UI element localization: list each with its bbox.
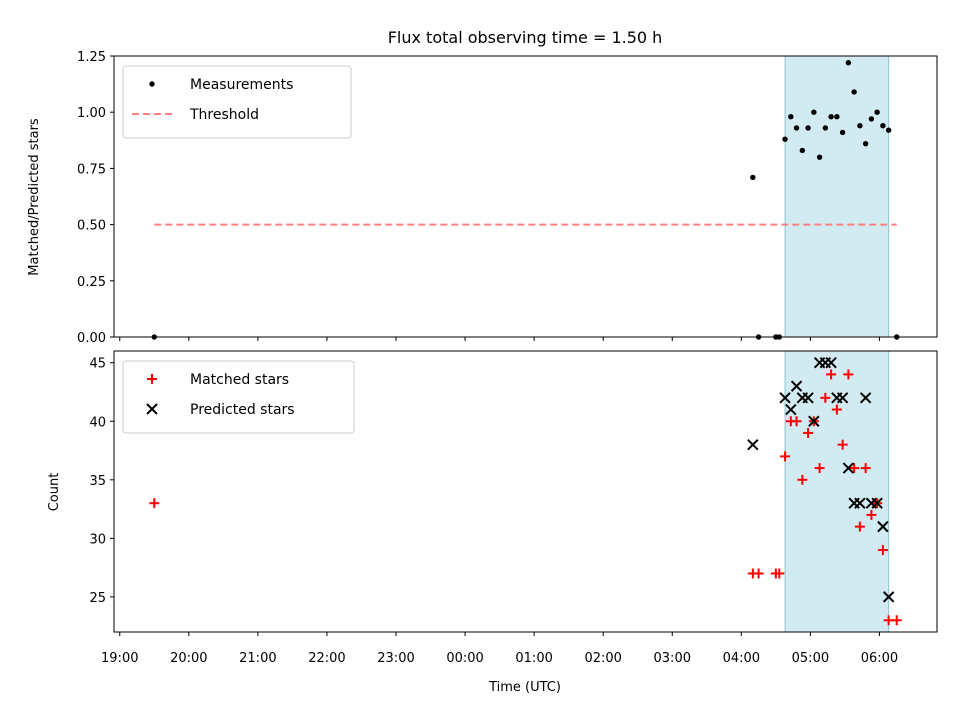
predicted-marker-b (882, 591, 895, 603)
y-tick-label: 0.75 (77, 162, 106, 177)
measurement-point (799, 147, 806, 154)
legend-box (122, 65, 352, 139)
measurement-point (822, 125, 829, 131)
y-tick-label: 25 (89, 591, 106, 606)
x-tick-label: 06:00 (861, 651, 898, 666)
measurement-point (868, 116, 875, 122)
measurement-point (874, 109, 880, 115)
measurement-point (857, 122, 863, 129)
observing-span (784, 55, 890, 338)
measurement-point (793, 125, 800, 131)
y-tick-label: 45 (89, 357, 106, 372)
measurement-point (782, 136, 788, 142)
predicted-marker-b (859, 392, 872, 404)
axes-frame (113, 350, 938, 633)
y-tick-label: 0.50 (77, 219, 106, 234)
predicted-marker-b (842, 462, 855, 474)
observing-span (784, 350, 890, 633)
legend: Matched stars Predicted stars (122, 360, 355, 434)
x-tick-label: 05:00 (792, 651, 829, 666)
x-tick-label: 22:00 (308, 651, 345, 666)
measurement-point (834, 113, 840, 120)
measurement-point (828, 113, 834, 120)
x-tick-label: 01:00 (515, 651, 552, 666)
predicted-marker-b (808, 415, 820, 427)
measurement-point (851, 89, 857, 95)
predicted-marker-b (871, 497, 883, 509)
measurement-point (885, 127, 892, 133)
measurement-point (816, 154, 823, 160)
ratio-panel: 0.00 0.25 0.50 0.75 1.00 1.25 Measurements Thre… (77, 50, 938, 346)
y-tick-label: 30 (89, 532, 106, 547)
predicted-marker-b (836, 392, 849, 404)
predicted-marker-b (747, 438, 759, 451)
bottom-y-axis-label: Count (47, 473, 62, 512)
axes-frame (113, 55, 938, 338)
legend-label: Threshold (189, 107, 259, 123)
y-tick-label: 1.25 (77, 50, 106, 65)
measurement-point (788, 113, 794, 120)
predicted-marker-b (779, 392, 791, 404)
legend-label: Matched stars (190, 372, 289, 388)
predicted-marker-b (802, 392, 814, 404)
legend-box (122, 360, 355, 434)
count-panel: 25 30 35 40 45 19:00 20:00 21:00 22:00 23:00 00:00… (89, 350, 938, 666)
predicted-marker-b (877, 520, 889, 533)
predicted-marker-b (790, 380, 803, 392)
measurement-point (845, 60, 852, 66)
measurement-point (839, 129, 846, 136)
x-tick-label: 02:00 (584, 651, 621, 666)
chart-title: Flux total observing time = 1.50 h (388, 28, 663, 47)
measurement-point (805, 125, 811, 131)
measurement-point (862, 140, 869, 147)
predicted-marker-b (146, 403, 158, 415)
predicted-marker-b (785, 403, 797, 416)
y-tick-label: 0.00 (77, 331, 106, 346)
legend-marker (149, 81, 155, 87)
x-tick-label: 23:00 (377, 651, 414, 666)
top-y-axis-label: Matched/Predicted stars (27, 118, 42, 276)
x-axis-label: Time (UTC) (488, 680, 561, 695)
y-tick-label: 40 (89, 415, 106, 430)
measurement-point (750, 174, 756, 181)
x-tick-label: 04:00 (723, 651, 760, 666)
y-tick-label: 1.00 (77, 106, 106, 121)
x-tick-label: 19:00 (101, 651, 138, 666)
measurement-point (880, 122, 886, 129)
legend-label: Measurements (190, 77, 293, 93)
predicted-marker-b (825, 357, 837, 369)
measurement-point (811, 109, 817, 115)
y-tick-label: 35 (89, 474, 106, 489)
x-tick-label: 03:00 (654, 651, 691, 666)
legend: Measurements Threshold (122, 65, 352, 139)
x-tick-label: 20:00 (170, 651, 207, 666)
predicted-marker-b (854, 497, 866, 509)
x-tick-label: 00:00 (446, 651, 483, 666)
legend-label: Predicted stars (190, 402, 295, 418)
y-tick-label: 0.25 (77, 275, 106, 290)
x-tick-label: 21:00 (239, 651, 276, 666)
